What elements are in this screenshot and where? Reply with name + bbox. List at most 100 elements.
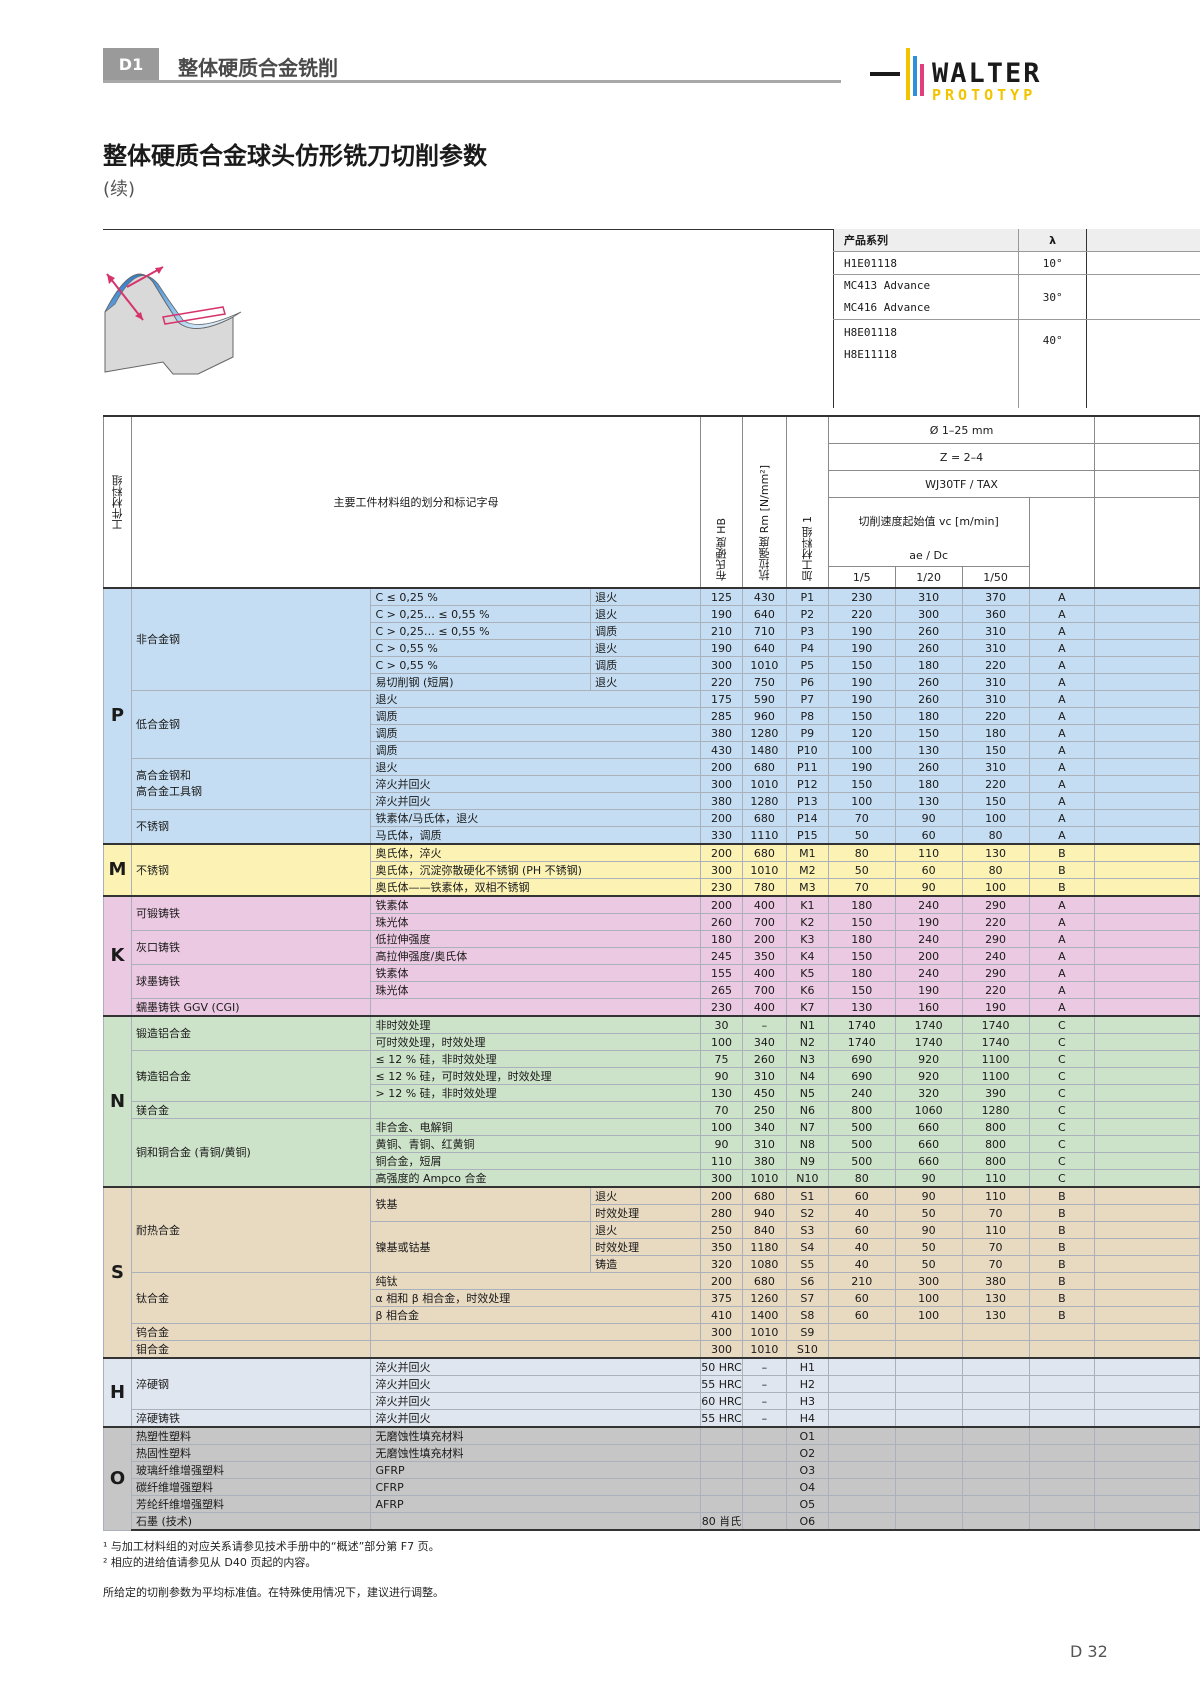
vc-1-50: 1100 bbox=[961, 1067, 1030, 1085]
material-code: P13 bbox=[785, 792, 829, 810]
subgroup-label: 非合金钢 bbox=[130, 587, 372, 691]
material-desc: AFRP bbox=[370, 1495, 701, 1513]
material-desc: > 12 % 硅，非时效处理 bbox=[370, 1084, 701, 1102]
vc-1-50: 220 bbox=[961, 656, 1030, 674]
vc-1-5: 40 bbox=[827, 1255, 896, 1273]
vc-1-20: 90 bbox=[894, 1221, 963, 1239]
tensile-rm: 1260 bbox=[741, 1289, 787, 1307]
subgroup-label: 热塑性塑料 bbox=[130, 1426, 372, 1445]
subgroup-label: 球墨铸铁 bbox=[130, 964, 372, 999]
hardness-hb: 175 bbox=[699, 690, 743, 708]
vt-code: A bbox=[1028, 998, 1096, 1017]
code-header: 加工材料组 1 bbox=[785, 415, 829, 589]
material-condition: 退火 bbox=[590, 1221, 701, 1239]
vc-1-50: 310 bbox=[961, 758, 1030, 776]
vt-code: B bbox=[1028, 843, 1096, 862]
footnote-1: ¹ 与加工材料组的对应关系请参见技术手册中的“概述”部分第 F7 页。 bbox=[103, 1540, 440, 1553]
tensile-rm: 1010 bbox=[741, 1340, 787, 1359]
empty-cell bbox=[1094, 758, 1200, 776]
material-code: K2 bbox=[785, 913, 829, 931]
hardness-hb: 230 bbox=[699, 998, 743, 1017]
vt-code bbox=[1028, 1444, 1096, 1462]
lambda-value: 30° bbox=[1018, 274, 1088, 320]
vt-code: A bbox=[1028, 587, 1096, 606]
material-desc bbox=[370, 1340, 701, 1359]
empty-cell bbox=[1094, 1169, 1200, 1188]
subgroup-label-line: 高合金工具钢 bbox=[135, 785, 202, 798]
hardness-hb: 200 bbox=[699, 1186, 743, 1205]
vt-code: A bbox=[1028, 792, 1096, 810]
material-code: P12 bbox=[785, 775, 829, 793]
vc-1-5: 500 bbox=[827, 1118, 896, 1136]
vc-1-50 bbox=[961, 1375, 1030, 1393]
product-name: H1E01118 bbox=[832, 251, 1019, 275]
material-desc: 淬火并回火 bbox=[370, 1357, 701, 1376]
material-desc bbox=[370, 998, 701, 1017]
tensile-rm: 710 bbox=[741, 622, 787, 640]
empty-cell bbox=[1094, 1512, 1200, 1531]
tensile-rm: 340 bbox=[741, 1118, 787, 1136]
material-desc: 铁素体 bbox=[370, 964, 701, 982]
vc-1-20: 110 bbox=[894, 843, 963, 862]
vc-1-20: 260 bbox=[894, 622, 963, 640]
tensile-rm: 1080 bbox=[741, 1255, 787, 1273]
vt-code: B bbox=[1028, 1255, 1096, 1273]
subgroup-label: 淬硬铸铁 bbox=[130, 1409, 372, 1428]
table-row: 钨合金 300 1010 S9 bbox=[104, 1323, 1200, 1341]
vc-1-20: 240 bbox=[894, 964, 963, 982]
tensile-rm: 400 bbox=[741, 998, 787, 1017]
vc-1-50: 220 bbox=[961, 981, 1030, 999]
vt-code: A bbox=[1028, 741, 1096, 759]
vt-code: C bbox=[1028, 1118, 1096, 1136]
product-row: MC413 Advance MC416 Advance 30° bbox=[832, 274, 1200, 320]
hardness-hb bbox=[699, 1426, 743, 1445]
material-code: K4 bbox=[785, 947, 829, 965]
table-row: 调质 380 1280 P9 120 150 180 A bbox=[104, 724, 1200, 742]
empty-cell bbox=[1094, 1067, 1200, 1085]
empty-cell bbox=[1094, 913, 1200, 931]
tensile-rm: – bbox=[741, 1392, 787, 1410]
subgroup-label: 芳纶纤维增强塑料 bbox=[130, 1495, 372, 1513]
vt-code bbox=[1028, 1340, 1096, 1359]
vc-1-50: 800 bbox=[961, 1135, 1030, 1153]
material-condition: 调质 bbox=[590, 622, 701, 640]
empty-cell bbox=[1094, 1152, 1200, 1170]
vt-code: B bbox=[1028, 878, 1096, 897]
vt-code: C bbox=[1028, 1050, 1096, 1068]
vc-1-50: 1100 bbox=[961, 1050, 1030, 1068]
vc-1-20: 240 bbox=[894, 895, 963, 914]
hardness-hb: 210 bbox=[699, 622, 743, 640]
hardness-hb: 180 bbox=[699, 930, 743, 948]
material-desc: 调质 bbox=[370, 741, 701, 759]
vc-1-50: 100 bbox=[961, 878, 1030, 897]
subgroup-label: 不锈钢 bbox=[130, 843, 372, 897]
hardness-hb: 380 bbox=[699, 724, 743, 742]
vt-code bbox=[1028, 1426, 1096, 1445]
vc-1-50 bbox=[961, 1444, 1030, 1462]
vc-1-20: 1740 bbox=[894, 1033, 963, 1051]
table-row: β 相合金 410 1400 S8 60 100 130 B bbox=[104, 1306, 1200, 1324]
tensile-rm: 400 bbox=[741, 895, 787, 914]
vt-code: C bbox=[1028, 1015, 1096, 1034]
empty-cell bbox=[1094, 1409, 1200, 1428]
tensile-rm: 640 bbox=[741, 605, 787, 623]
table-row: 芳纶纤维增强塑料 AFRP O5 bbox=[104, 1495, 1200, 1513]
empty-cell bbox=[1094, 843, 1200, 862]
hardness-hb: 200 bbox=[699, 809, 743, 827]
hardness-hb: 100 bbox=[699, 1033, 743, 1051]
material-code: S7 bbox=[785, 1289, 829, 1307]
material-code: P8 bbox=[785, 707, 829, 725]
table-row: α 相和 β 相合金，时效处理 375 1260 S7 60 100 130 B bbox=[104, 1289, 1200, 1307]
subgroup-label: 铜和铜合金 (青铜/黄铜) bbox=[130, 1118, 372, 1188]
tensile-rm bbox=[741, 1461, 787, 1479]
vt-code: C bbox=[1028, 1101, 1096, 1119]
vc-1-5: 500 bbox=[827, 1135, 896, 1153]
vt-code: B bbox=[1028, 1272, 1096, 1290]
hardness-hb: 330 bbox=[699, 826, 743, 845]
empty-cell bbox=[1094, 1357, 1200, 1376]
hardness-hb: 300 bbox=[699, 1323, 743, 1341]
table-row: 铸造 320 1080 S5 40 50 70 B bbox=[104, 1255, 1200, 1273]
vt-code: A bbox=[1028, 775, 1096, 793]
table-row: 镁合金 70 250 N6 800 1060 1280 C bbox=[104, 1101, 1200, 1119]
vc-1-20: 260 bbox=[894, 758, 963, 776]
